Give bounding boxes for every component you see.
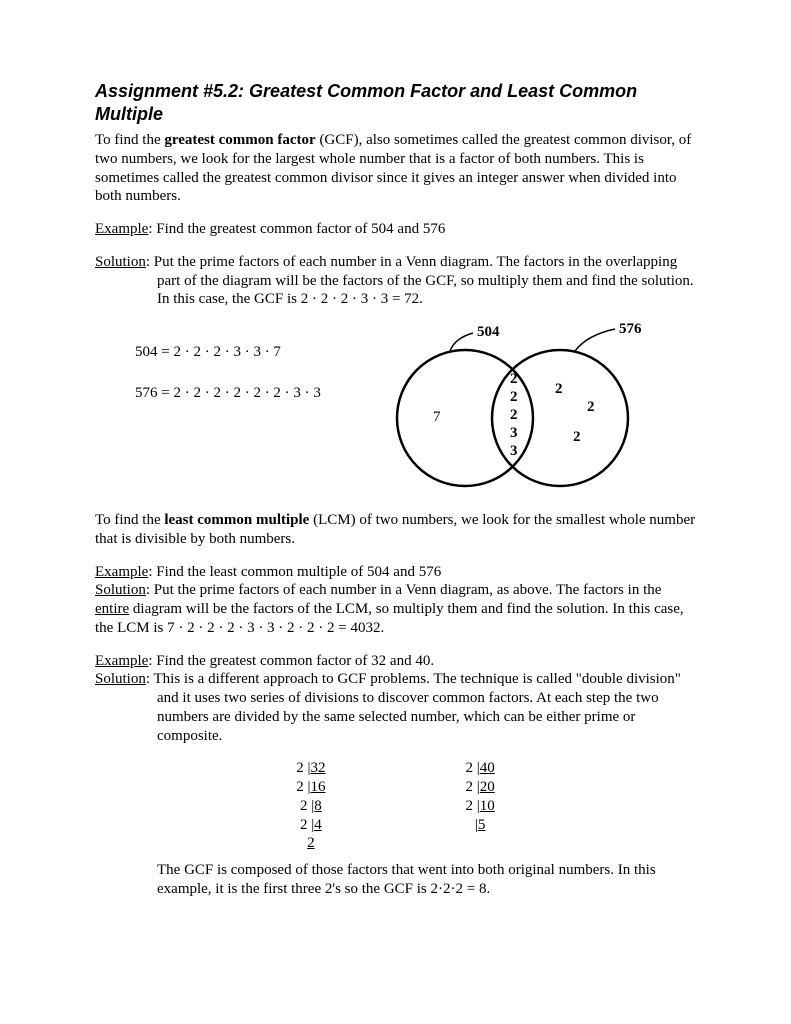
division-value: 16: [311, 779, 326, 795]
division-value: 2: [307, 835, 315, 851]
factor-504: 504 = 2 · 2 · 2 · 3 · 3 · 7: [135, 343, 355, 362]
division-divisor: 2 |: [296, 760, 310, 776]
solution-2-entire: entire: [95, 601, 129, 617]
svg-text:3: 3: [510, 443, 518, 459]
lcm-bold: least common multiple: [164, 512, 309, 528]
solution-2: Solution: Put the prime factors of each …: [95, 581, 696, 637]
lcm-paragraph: To find the least common multiple (LCM) …: [95, 511, 696, 549]
lcm-text-1: To find the: [95, 512, 164, 528]
example-1: Example: Find the greatest common factor…: [95, 220, 696, 239]
division-value: 10: [480, 798, 495, 814]
division-divisor: 2 |: [300, 798, 314, 814]
division-right-column: 2 |402 |202 |10 |5: [466, 759, 495, 853]
conclusion-paragraph: The GCF is composed of those factors tha…: [95, 861, 696, 899]
document-page: Assignment #5.2: Greatest Common Factor …: [0, 0, 791, 1024]
example-3-text: : Find the greatest common factor of 32 …: [148, 653, 434, 669]
division-line: 2 |10: [466, 797, 495, 816]
venn-diagram: 504 576 7 2 2 2 3 3 2 2 2: [355, 323, 696, 493]
intro-text-1: To find the: [95, 132, 164, 148]
division-line: 2 |4: [296, 816, 325, 835]
division-value: 20: [480, 779, 495, 795]
intro-bold: greatest common factor: [164, 132, 315, 148]
example-2-label: Example: [95, 564, 148, 580]
division-divisor: 2 |: [296, 779, 310, 795]
division-line: |5: [466, 816, 495, 835]
solution-2-label: Solution: [95, 582, 146, 598]
division-divisor: 2 |: [300, 817, 314, 833]
division-divisor: 2 |: [466, 760, 480, 776]
division-left-column: 2 |322 |162 |82 |42: [296, 759, 325, 853]
svg-text:2: 2: [510, 407, 518, 423]
example-3-label: Example: [95, 653, 148, 669]
division-line: 2 |8: [296, 797, 325, 816]
solution-3: Solution: This is a different approach t…: [95, 670, 696, 745]
intro-paragraph: To find the greatest common factor (GCF)…: [95, 131, 696, 206]
svg-text:2: 2: [510, 389, 518, 405]
factorization-row: 504 = 2 · 2 · 2 · 3 · 3 · 7 576 = 2 · 2 …: [95, 323, 696, 493]
svg-text:2: 2: [587, 399, 595, 415]
svg-text:2: 2: [510, 371, 518, 387]
division-value: 5: [478, 817, 486, 833]
page-title: Assignment #5.2: Greatest Common Factor …: [95, 80, 696, 125]
division-line: 2 |32: [296, 759, 325, 778]
division-value: 4: [314, 817, 322, 833]
svg-text:3: 3: [510, 425, 518, 441]
factor-576: 576 = 2 · 2 · 2 · 2 · 2 · 2 · 3 · 3: [135, 384, 355, 403]
division-value: 32: [311, 760, 326, 776]
example-2-text: : Find the least common multiple of 504 …: [148, 564, 441, 580]
solution-2-text-1: : Put the prime factors of each number i…: [146, 582, 662, 598]
example-1-text: : Find the greatest common factor of 504…: [148, 221, 445, 237]
division-line: 2 |40: [466, 759, 495, 778]
solution-3-label: Solution: [95, 671, 146, 687]
example-1-label: Example: [95, 221, 148, 237]
svg-text:2: 2: [555, 381, 563, 397]
solution-1-text: : Put the prime factors of each number i…: [146, 254, 694, 308]
division-value: 8: [314, 798, 322, 814]
division-line: 2 |20: [466, 778, 495, 797]
division-value: 40: [480, 760, 495, 776]
factorization-equations: 504 = 2 · 2 · 2 · 3 · 3 · 7 576 = 2 · 2 …: [95, 323, 355, 425]
example-2: Example: Find the least common multiple …: [95, 563, 696, 582]
division-line: 2: [296, 834, 325, 853]
solution-1-label: Solution: [95, 254, 146, 270]
solution-1: Solution: Put the prime factors of each …: [95, 253, 696, 309]
solution-3-text: : This is a different approach to GCF pr…: [146, 671, 681, 743]
svg-text:2: 2: [573, 429, 581, 445]
solution-2-text-3: diagram will be the factors of the LCM, …: [95, 601, 684, 636]
division-line: 2 |16: [296, 778, 325, 797]
example-3: Example: Find the greatest common factor…: [95, 652, 696, 671]
division-divisor: 2 |: [466, 779, 480, 795]
svg-text:504: 504: [477, 324, 500, 340]
svg-text:576: 576: [619, 323, 642, 337]
division-divisor: 2 |: [466, 798, 480, 814]
double-division-table: 2 |322 |162 |82 |42 2 |402 |202 |10 |5: [95, 759, 696, 853]
svg-text:7: 7: [433, 409, 441, 425]
